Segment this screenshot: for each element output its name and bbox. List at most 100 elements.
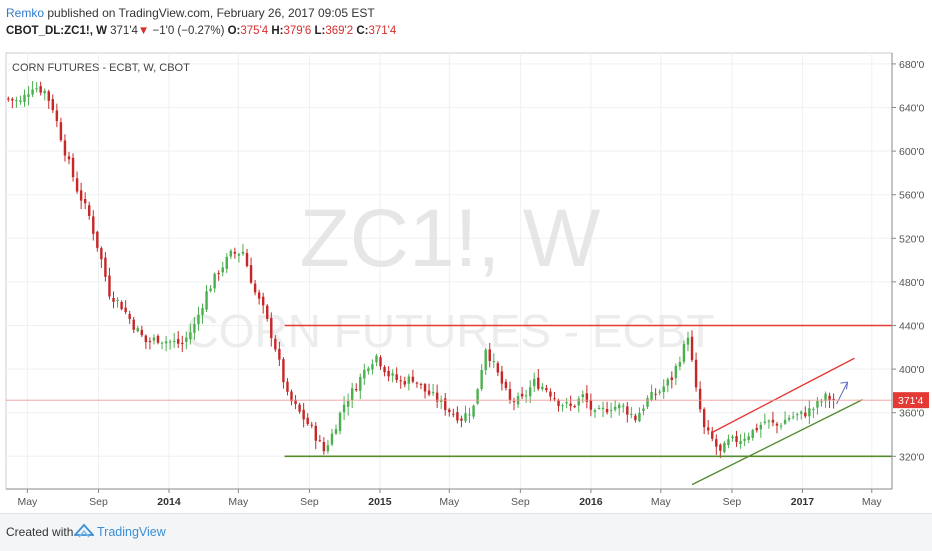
- bullish-candle: [15, 96, 18, 108]
- candle-body: [464, 413, 467, 422]
- bearish-candle: [715, 434, 718, 455]
- bullish-candle: [19, 95, 22, 105]
- bullish-candle: [800, 410, 803, 420]
- bearish-candle: [403, 376, 407, 388]
- bullish-candle: [674, 363, 678, 385]
- candle-body: [11, 98, 14, 101]
- bullish-candle: [23, 89, 26, 107]
- bearish-candle: [88, 201, 91, 220]
- drawings: [6, 324, 892, 486]
- time-axis[interactable]: May Sep 2014 May Sep 2015 May Sep 2016 May Sep 2017…: [6, 488, 892, 508]
- bullish-candle: [43, 88, 46, 101]
- candle-body: [439, 399, 443, 402]
- bearish-candle: [456, 406, 459, 424]
- price-axis[interactable]: 320'0 360'0 400'0 440'0 480'0 520'0 560'0 600'0…: [891, 53, 932, 489]
- candle-body: [763, 421, 767, 423]
- candle-body: [504, 381, 508, 389]
- candle-body: [201, 308, 204, 316]
- bullish-candle: [747, 432, 750, 444]
- bearish-candle: [298, 402, 301, 414]
- bullish-candle: [484, 347, 487, 375]
- candle-body: [541, 386, 544, 390]
- tradingview-brand-link[interactable]: TradingView: [97, 525, 166, 539]
- candle-body: [460, 418, 463, 421]
- candle-body: [326, 445, 330, 452]
- bearish-candle: [419, 382, 423, 390]
- price-tick-label: 400'0: [899, 364, 925, 376]
- candle-body: [444, 398, 447, 411]
- bearish-candle: [322, 437, 326, 455]
- bearish-candle: [702, 407, 706, 435]
- candle-body: [35, 88, 38, 90]
- current-price-badge: [893, 392, 929, 409]
- bullish-candle: [524, 389, 528, 403]
- bearish-candle: [832, 393, 835, 409]
- author-link[interactable]: Remko: [6, 6, 45, 20]
- candle-body: [209, 288, 212, 292]
- bearish-candle: [11, 97, 14, 109]
- candle-body: [140, 329, 144, 336]
- candle-body: [508, 389, 512, 401]
- candle-body: [59, 122, 63, 141]
- bullish-candle: [472, 404, 475, 420]
- bullish-candle: [229, 249, 233, 259]
- bearish-candle: [270, 312, 273, 347]
- candle-body: [132, 319, 135, 330]
- candle-body: [128, 314, 131, 320]
- bullish-candle: [759, 421, 763, 438]
- low-value: 369'2: [325, 25, 354, 37]
- bearish-candle: [605, 401, 609, 415]
- candle-body: [528, 387, 532, 397]
- candle-body: [67, 156, 71, 160]
- bullish-candle: [787, 414, 791, 422]
- price-tick-label: 480'0: [899, 277, 925, 289]
- bullish-candle: [27, 86, 30, 106]
- bullish-candle: [682, 340, 686, 365]
- close-label: C:: [356, 25, 369, 37]
- candle-body: [237, 254, 241, 256]
- price-change: −1'0 (−0.27%): [152, 25, 225, 37]
- candle-body: [512, 401, 516, 403]
- candle-body: [225, 256, 228, 269]
- bearish-candle: [112, 291, 115, 309]
- symbol-label[interactable]: CBOT_DL:ZC1!, W: [6, 25, 107, 37]
- candle-body: [448, 409, 451, 413]
- candle-body: [581, 394, 585, 398]
- bullish-candle: [241, 243, 245, 256]
- price-chart[interactable]: ZC1!, W CORN FUTURES - ECBT CORN FUTURES…: [0, 44, 932, 513]
- bullish-candle: [601, 401, 605, 418]
- bearish-candle: [520, 386, 524, 400]
- bearish-candle: [282, 357, 285, 389]
- bearish-candle: [557, 398, 560, 412]
- candle-body: [355, 389, 358, 391]
- chart-header: Remko published on TradingView.com, Febr…: [0, 0, 932, 44]
- high-label: H:: [271, 25, 284, 37]
- candle-body: [152, 337, 156, 341]
- bearish-candle: [51, 94, 55, 113]
- candle-body: [120, 301, 123, 310]
- bearish-candle: [310, 421, 313, 429]
- bearish-candle: [96, 230, 99, 252]
- bullish-candle: [35, 82, 38, 93]
- candle-body: [160, 342, 164, 344]
- publish-info: Remko published on TradingView.com, Febr…: [6, 6, 375, 20]
- candle-body: [524, 395, 528, 397]
- candle-body: [812, 409, 815, 411]
- watermark-symbol: ZC1!, W: [300, 193, 601, 284]
- bullish-candle: [791, 411, 795, 420]
- bullish-candle: [528, 380, 532, 404]
- candle-body: [553, 398, 556, 400]
- bullish-candle: [617, 402, 621, 416]
- bullish-candle: [646, 395, 649, 410]
- candle-body: [771, 419, 775, 423]
- bullish-candle: [237, 252, 241, 263]
- bearish-candle: [314, 422, 317, 450]
- bearish-candle: [120, 300, 123, 311]
- candle-body: [787, 417, 791, 420]
- bearish-candle: [156, 334, 160, 345]
- ohlc-line: CBOT_DL:ZC1!, W 371'4▼ −1'0 (−0.27%) O:3…: [6, 25, 396, 37]
- bearish-candle: [286, 378, 289, 396]
- candle-body: [100, 248, 103, 260]
- bullish-candle: [476, 388, 479, 405]
- candle-body: [808, 408, 811, 417]
